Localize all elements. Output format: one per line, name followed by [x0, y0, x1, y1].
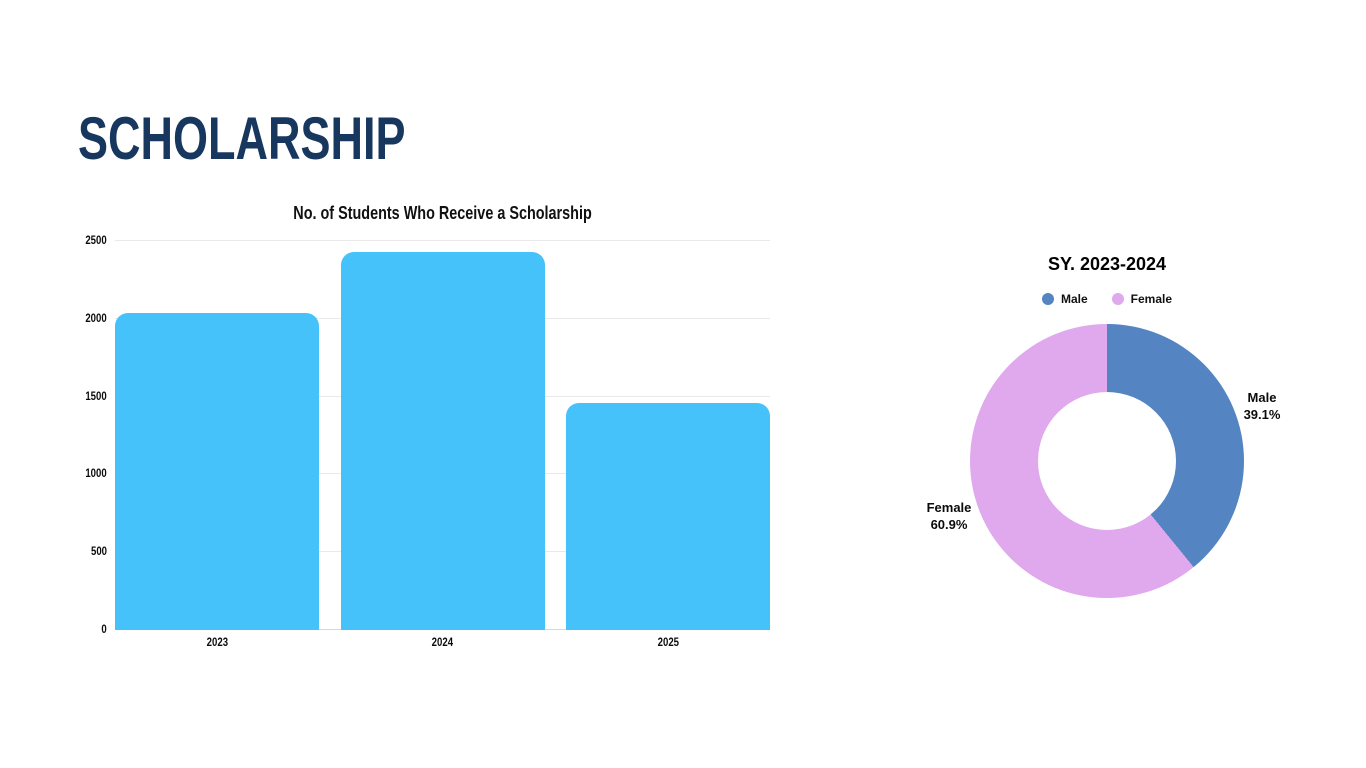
x-axis-label: 2025: [657, 635, 679, 649]
bar-2023: [115, 312, 319, 630]
donut-chart-title: SY. 2023-2024: [1047, 254, 1167, 274]
slice-label-female-name: Female: [926, 500, 972, 515]
slice-label-male-pct: 39.1%: [1243, 406, 1281, 422]
bar-chart-title-text: No. of Students Who Receive a Scholarshi…: [293, 203, 592, 223]
gridline: [115, 240, 770, 241]
donut-ring: [970, 324, 1244, 598]
legend-label-female: Female: [1130, 292, 1173, 306]
bar-chart-plot: 0 500 1000 1500 2000 2500 2023 2024 2025: [86, 233, 770, 649]
slice-label-male-name: Male: [1247, 390, 1277, 405]
page-title-text: SCHOLARSHIP: [78, 105, 406, 172]
y-axis-tick: 500: [90, 544, 107, 559]
page-title: SCHOLARSHIP: [78, 104, 515, 173]
y-axis-tick: 1000: [85, 466, 107, 481]
legend-item-female: Female: [1111, 292, 1173, 306]
bar-chart-title: No. of Students Who Receive a Scholarshi…: [115, 203, 770, 224]
slice-label-female: Female 60.9%: [911, 500, 987, 534]
legend-dot-male: [1041, 293, 1054, 305]
legend-dot-female: [1111, 293, 1124, 305]
x-axis-label: 2024: [431, 635, 454, 649]
slice-label-male: Male 39.1%: [1224, 390, 1300, 424]
y-axis-tick: 2500: [85, 233, 107, 247]
slice-label-female-pct: 60.9%: [930, 516, 968, 532]
bar-2025: [566, 402, 770, 630]
y-axis-tick: 2000: [85, 310, 107, 325]
donut-hole: [1038, 392, 1176, 530]
legend-label-male: Male: [1060, 292, 1088, 306]
y-axis-tick: 1500: [85, 388, 107, 403]
x-axis-label: 2023: [206, 635, 228, 649]
donut-legend: Male Female: [940, 291, 1274, 307]
legend-item-male: Male: [1041, 292, 1088, 306]
y-axis-tick: 0: [101, 622, 107, 636]
bar-2024: [340, 251, 545, 630]
